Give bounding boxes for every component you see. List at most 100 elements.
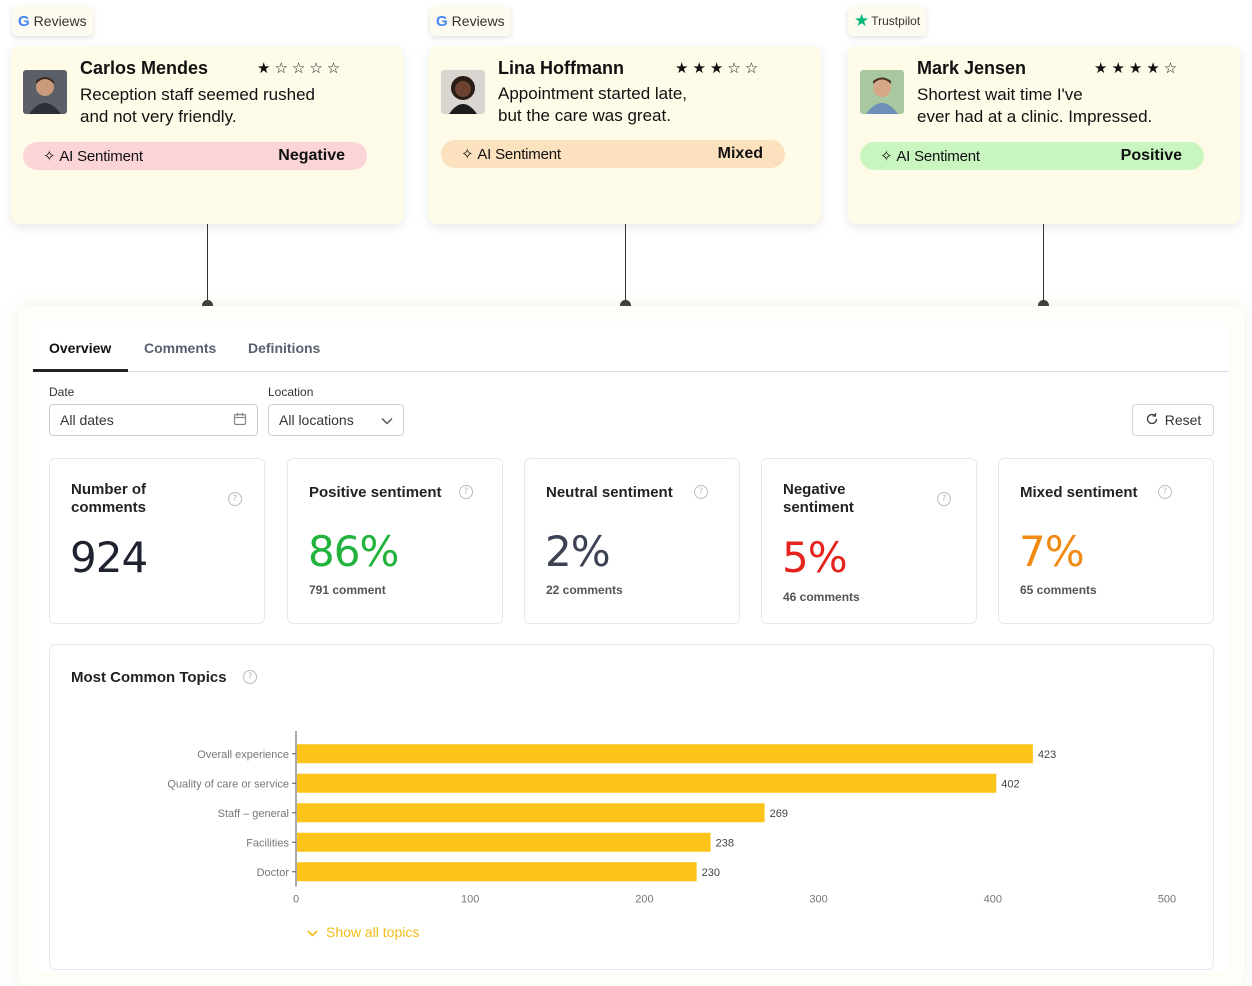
review-text-line: Appointment started late, bbox=[498, 84, 688, 103]
stat-value: 2% bbox=[545, 527, 611, 576]
stat-sub: 65 comments bbox=[1020, 583, 1097, 597]
bar bbox=[297, 803, 765, 823]
tab-definitions[interactable]: Definitions bbox=[248, 340, 321, 356]
help-icon[interactable]: ? bbox=[937, 492, 951, 506]
topics-bar-chart: Overall experience 423 Quality of care or … bbox=[167, 731, 1176, 906]
review-card-lina: Lina Hoffmann ★★★☆☆ Appointment started … bbox=[429, 46, 821, 224]
stat-title: Positive sentiment bbox=[309, 484, 442, 501]
location-label: Location bbox=[268, 385, 314, 399]
help-icon[interactable]: ? bbox=[243, 670, 257, 684]
data-label: 423 bbox=[1038, 749, 1056, 761]
pill-label: ✧ AI Sentiment bbox=[880, 147, 980, 166]
category-label: Doctor bbox=[257, 867, 290, 879]
help-icon[interactable]: ? bbox=[228, 492, 242, 506]
pill-label-text: AI Sentiment bbox=[59, 147, 143, 165]
sentiment-value: Mixed bbox=[717, 145, 763, 162]
tab-overview[interactable]: Overview bbox=[49, 340, 112, 356]
google-reviews-badge: G Reviews bbox=[430, 6, 511, 36]
data-label: 402 bbox=[1001, 778, 1019, 790]
stat-sub: 46 comments bbox=[783, 590, 860, 604]
help-icon[interactable]: ? bbox=[459, 485, 473, 499]
sentiment-value: Positive bbox=[1120, 147, 1182, 164]
trustpilot-star-icon: ★ bbox=[854, 11, 870, 30]
stat-value: 924 bbox=[70, 533, 148, 582]
star-rating: ★☆☆☆☆ bbox=[257, 59, 345, 77]
data-label: 238 bbox=[716, 837, 734, 849]
google-reviews-badge: G Reviews bbox=[12, 6, 93, 36]
tab-comments[interactable]: Comments bbox=[144, 340, 217, 356]
stat-card-negative: Negative sentiment ? 5% 46 comments bbox=[761, 458, 977, 624]
data-label: 269 bbox=[770, 808, 788, 820]
pill-label: ✧ AI Sentiment bbox=[461, 145, 561, 164]
source-label: Reviews bbox=[451, 13, 505, 29]
reviewer-name: Mark Jensen bbox=[917, 58, 1027, 78]
pill-label-text: AI Sentiment bbox=[477, 145, 561, 163]
review-text: Appointment started late, but the care w… bbox=[498, 83, 798, 127]
review-text-line: but the care was great. bbox=[498, 106, 671, 125]
x-tick-label: 200 bbox=[635, 894, 653, 906]
stat-title: Mixed sentiment bbox=[1020, 484, 1138, 501]
stat-value: 86% bbox=[308, 527, 399, 576]
refresh-icon bbox=[1145, 412, 1159, 429]
review-text: Reception staff seemed rushed and not ve… bbox=[80, 84, 380, 128]
reset-button[interactable]: Reset bbox=[1132, 404, 1214, 436]
pill-label-text: AI Sentiment bbox=[896, 147, 980, 165]
topics-title: Most Common Topics bbox=[71, 669, 227, 686]
avatar bbox=[23, 70, 67, 114]
stat-sub: 791 comment bbox=[309, 583, 386, 597]
date-value: All dates bbox=[60, 412, 114, 428]
stat-sub: 22 comments bbox=[546, 583, 623, 597]
x-tick-label: 0 bbox=[293, 894, 299, 906]
star-rating: ★★★★☆ bbox=[1094, 59, 1182, 77]
show-all-label: Show all topics bbox=[326, 924, 420, 940]
stat-title: Neutral sentiment bbox=[546, 484, 673, 501]
stat-title: Negative sentiment bbox=[783, 481, 854, 516]
reviewer-name: Lina Hoffmann bbox=[498, 58, 624, 78]
location-select[interactable]: All locations bbox=[268, 404, 404, 436]
bar bbox=[297, 744, 1033, 764]
connector-dot bbox=[202, 300, 213, 311]
sparkle-icon: ✧ bbox=[461, 146, 474, 163]
pill-label: ✧ AI Sentiment bbox=[43, 147, 143, 166]
topics-card: Most Common Topics ? Overall experience 4… bbox=[49, 644, 1214, 970]
calendar-icon bbox=[233, 412, 247, 429]
dashboard-inner: Overview Comments Definitions Date All d… bbox=[33, 322, 1229, 972]
reviewer-name: Carlos Mendes bbox=[80, 58, 209, 78]
sparkle-icon: ✧ bbox=[43, 148, 56, 165]
chevron-down-icon bbox=[307, 924, 318, 940]
bar bbox=[297, 773, 997, 793]
trustpilot-badge: ★ Trustpilot bbox=[848, 6, 927, 36]
show-all-topics-button[interactable]: Show all topics bbox=[307, 924, 419, 940]
sentiment-pill: ✧ AI Sentiment Mixed bbox=[441, 140, 785, 168]
tab-bar: Overview Comments Definitions bbox=[33, 322, 1229, 372]
stat-card-neutral: Neutral sentiment ? 2% 22 comments bbox=[524, 458, 740, 624]
source-label: Trustpilot bbox=[871, 14, 921, 28]
help-icon[interactable]: ? bbox=[1158, 485, 1172, 499]
stat-value: 7% bbox=[1019, 527, 1085, 576]
review-text-line: Reception staff seemed rushed bbox=[80, 85, 315, 104]
sparkle-icon: ✧ bbox=[880, 148, 893, 165]
reset-label: Reset bbox=[1164, 412, 1202, 428]
source-label: Reviews bbox=[33, 13, 87, 29]
x-tick-label: 500 bbox=[1158, 894, 1176, 906]
active-tab-indicator bbox=[33, 369, 128, 372]
avatar bbox=[860, 70, 904, 114]
google-logo-icon: G bbox=[18, 12, 30, 30]
bar bbox=[297, 862, 697, 882]
connector-dot bbox=[1038, 300, 1049, 311]
review-text-line: Shortest wait time I've bbox=[917, 85, 1083, 104]
date-picker[interactable]: All dates bbox=[49, 404, 258, 436]
help-icon[interactable]: ? bbox=[694, 485, 708, 499]
stat-value: 5% bbox=[782, 533, 848, 582]
category-label: Facilities bbox=[246, 837, 289, 849]
stat-title: Number of comments bbox=[71, 481, 147, 516]
location-value: All locations bbox=[279, 412, 354, 428]
connector-line bbox=[207, 224, 208, 304]
connector-line bbox=[1043, 224, 1044, 304]
avatar bbox=[441, 70, 485, 114]
date-label: Date bbox=[49, 385, 75, 399]
sentiment-pill: ✧ AI Sentiment Negative bbox=[23, 142, 367, 170]
x-tick-label: 100 bbox=[461, 894, 479, 906]
stat-card-positive: Positive sentiment ? 86% 791 comment bbox=[287, 458, 503, 624]
category-label: Overall experience bbox=[197, 749, 289, 761]
